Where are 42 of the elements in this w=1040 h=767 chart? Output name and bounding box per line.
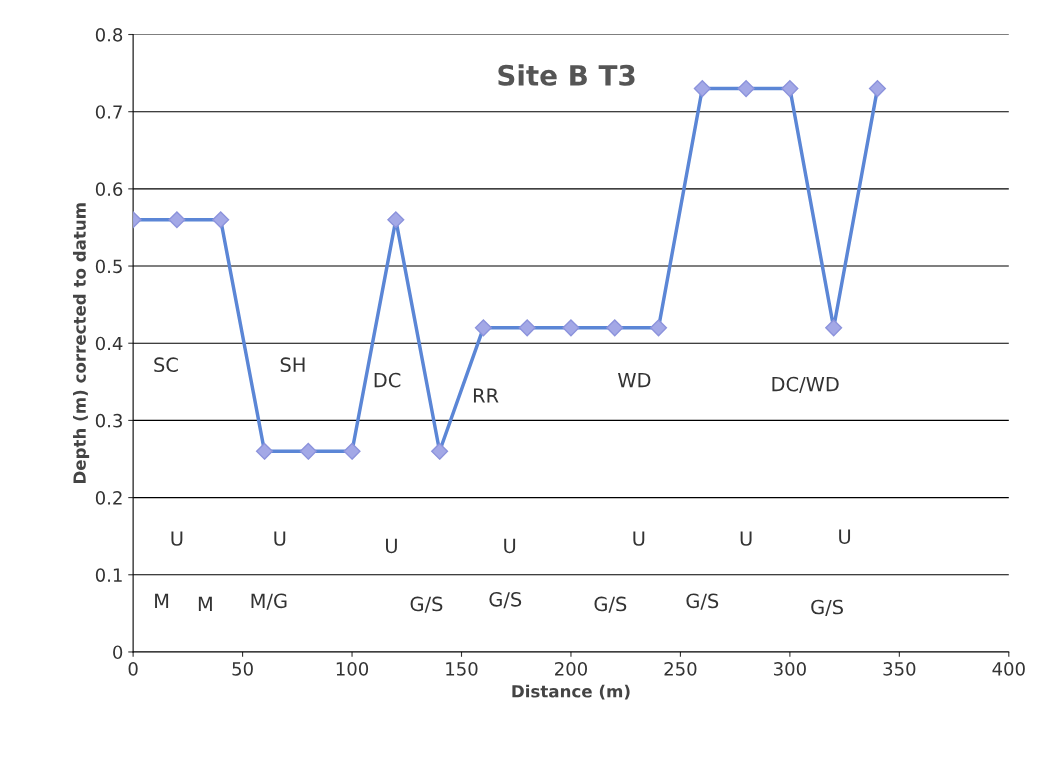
y-tick-label: 0.4: [95, 336, 123, 351]
x-tick-label: 50: [232, 661, 253, 676]
annotation: G/S: [594, 596, 627, 613]
annotation: U: [839, 529, 851, 544]
y-tick-label: 0.2: [95, 491, 122, 505]
text: Site B T3: [498, 64, 635, 86]
annotation: U: [171, 531, 183, 546]
annotation: DC: [374, 372, 401, 388]
y-tick-label: 0.1: [95, 568, 122, 582]
annotation: SC: [154, 357, 178, 373]
annotation: U: [504, 538, 516, 554]
annotation: G/S: [686, 593, 719, 610]
annotation: M/G: [251, 593, 287, 610]
y-tick-label: 0.3: [95, 413, 122, 428]
annotation: RR: [473, 388, 499, 403]
x-tick-label: 200: [555, 661, 587, 676]
x-tick-label: 350: [883, 661, 916, 676]
y-tick-label: 0.7: [95, 105, 122, 119]
annotation: G/S: [811, 599, 843, 616]
annotation: U: [386, 538, 397, 554]
x-axis-title: Distance (m): [512, 684, 630, 700]
annotation: DC/WD: [772, 376, 839, 394]
annotation: M: [198, 596, 212, 612]
annotation: G/S: [410, 596, 443, 613]
y-axis-title: Depth (m) corrected to datum: [73, 203, 90, 484]
y-tick-label: 0.6: [95, 182, 123, 196]
annotation: M: [155, 593, 169, 608]
annotation: G/S: [489, 591, 522, 609]
annotation: SH: [280, 357, 305, 373]
annotation: U: [633, 531, 645, 546]
annotation: U: [740, 531, 752, 546]
y-tick-label: 0.8: [95, 27, 123, 42]
y-tick-label: 0.5: [95, 259, 122, 274]
y-tick-label: 0: [113, 645, 123, 660]
annotation: WD: [617, 373, 651, 388]
x-tick-label: 0: [128, 661, 138, 676]
x-tick-label: 100: [336, 661, 369, 676]
x-tick-label: 300: [774, 661, 806, 676]
x-tick-label: 400: [992, 661, 1025, 676]
x-tick-label: 250: [664, 661, 697, 676]
annotation: U: [274, 531, 286, 546]
x-tick-label: 150: [446, 661, 478, 676]
